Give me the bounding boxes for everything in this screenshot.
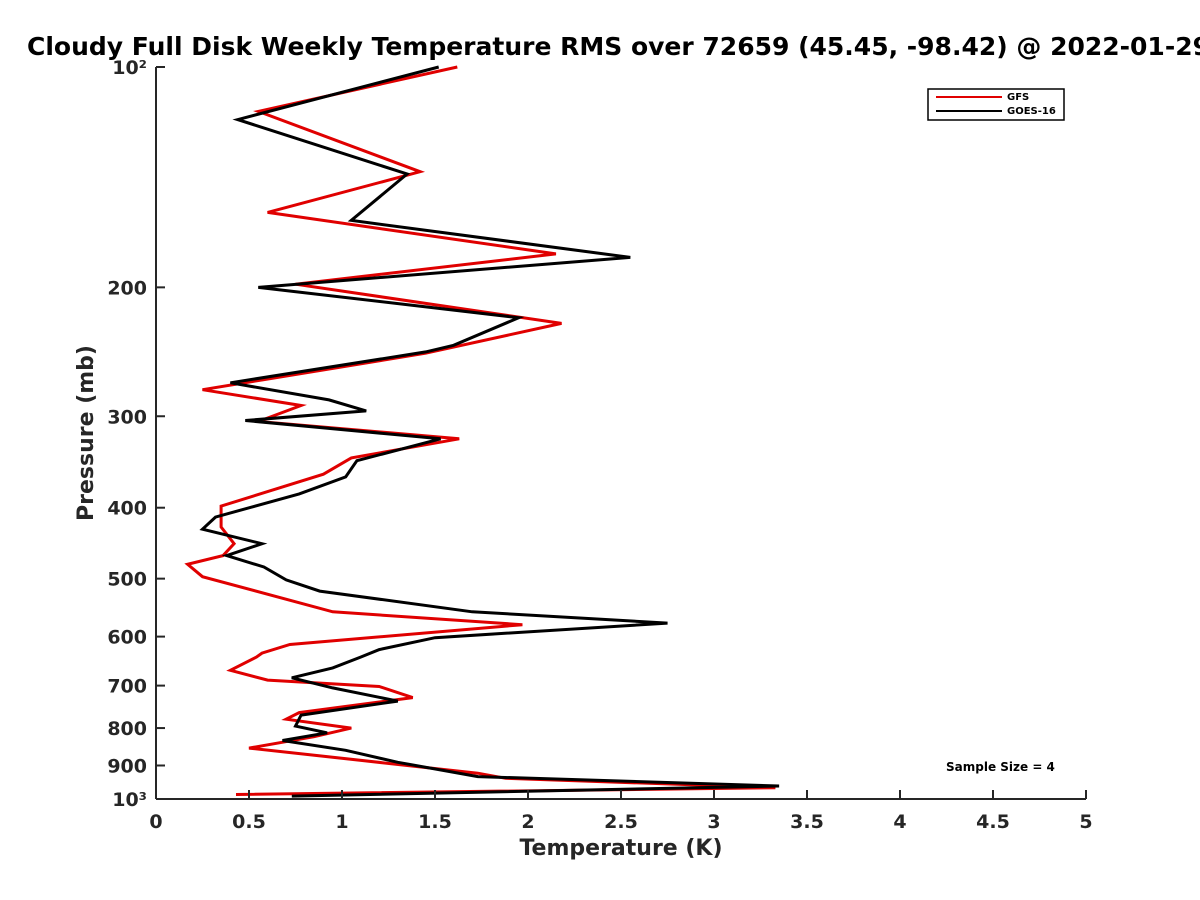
legend: GFS GOES-16 (927, 88, 1065, 121)
y-tick-label: 300 (107, 406, 147, 428)
y-tick-label: 800 (107, 718, 147, 740)
y-tick-label: 10² (112, 57, 147, 79)
x-tick-label: 5 (1079, 811, 1092, 833)
y-tick-label: 200 (107, 277, 147, 299)
x-tick-label: 1.5 (418, 811, 452, 833)
x-tick-label: 2.5 (604, 811, 638, 833)
x-axis-label: Temperature (K) (519, 836, 722, 861)
legend-label-goes-16: GOES-16 (1007, 106, 1056, 117)
y-axis-label: Pressure (mb) (74, 345, 99, 521)
y-tick-label: 10³ (112, 789, 147, 811)
y-tick-label: 900 (107, 756, 147, 778)
y-tick-label: 400 (107, 498, 147, 520)
y-axis-ticks: 10² 200 300 400 500 600 700 800 900 10³ (107, 57, 165, 811)
x-tick-label: 2 (521, 811, 534, 833)
series-layer (184, 65, 780, 798)
legend-box (927, 88, 1065, 121)
x-tick-label: 4.5 (976, 811, 1010, 833)
y-tick-label: 700 (107, 676, 147, 698)
sample-size-annotation: Sample Size = 4 (946, 760, 1055, 774)
series-line-gfs (184, 65, 776, 796)
plot-area: 0 0.5 1 1.5 2 2.5 3 3.5 4 4.5 5 10² 200 300 400 500 600… (107, 57, 1092, 833)
x-tick-label: 4 (893, 811, 906, 833)
chart-title: Cloudy Full Disk Weekly Temperature RMS … (27, 32, 1200, 61)
x-axis-ticks: 0 0.5 1 1.5 2 2.5 3 3.5 4 4.5 5 (149, 790, 1093, 833)
x-tick-label: 3.5 (790, 811, 824, 833)
y-tick-label: 500 (107, 569, 147, 591)
series-line-goes-16 (199, 65, 780, 798)
x-tick-label: 3 (707, 811, 720, 833)
x-tick-label: 0.5 (232, 811, 266, 833)
x-tick-label: 0 (149, 811, 162, 833)
y-tick-label: 600 (107, 627, 147, 649)
x-tick-label: 1 (335, 811, 348, 833)
legend-label-gfs: GFS (1007, 92, 1029, 103)
